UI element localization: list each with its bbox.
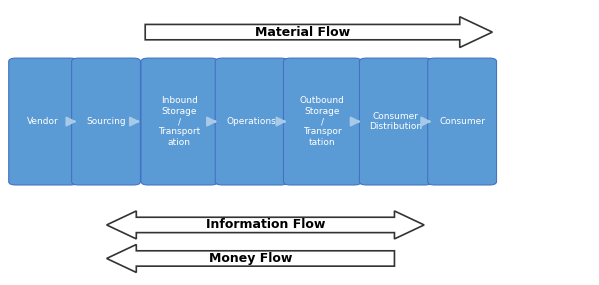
Polygon shape bbox=[107, 245, 395, 272]
Text: Sourcing: Sourcing bbox=[86, 117, 126, 126]
FancyBboxPatch shape bbox=[9, 58, 77, 185]
FancyBboxPatch shape bbox=[428, 58, 497, 185]
FancyBboxPatch shape bbox=[72, 58, 140, 185]
Text: Information Flow: Information Flow bbox=[205, 218, 325, 231]
Polygon shape bbox=[145, 17, 492, 48]
Text: Consumer
Distribution: Consumer Distribution bbox=[369, 112, 422, 131]
FancyBboxPatch shape bbox=[215, 58, 288, 185]
FancyBboxPatch shape bbox=[283, 58, 361, 185]
Text: Consumer: Consumer bbox=[439, 117, 485, 126]
FancyBboxPatch shape bbox=[359, 58, 432, 185]
Polygon shape bbox=[107, 211, 424, 239]
Text: Vendor: Vendor bbox=[28, 117, 59, 126]
Text: Money Flow: Money Flow bbox=[209, 252, 292, 265]
Text: Outbound
Storage
/
Transpor
tation: Outbound Storage / Transpor tation bbox=[300, 96, 345, 147]
Text: Inbound
Storage
/
Transport
ation: Inbound Storage / Transport ation bbox=[158, 96, 201, 147]
Text: Operations: Operations bbox=[226, 117, 276, 126]
FancyBboxPatch shape bbox=[141, 58, 217, 185]
Text: Material Flow: Material Flow bbox=[255, 26, 350, 39]
